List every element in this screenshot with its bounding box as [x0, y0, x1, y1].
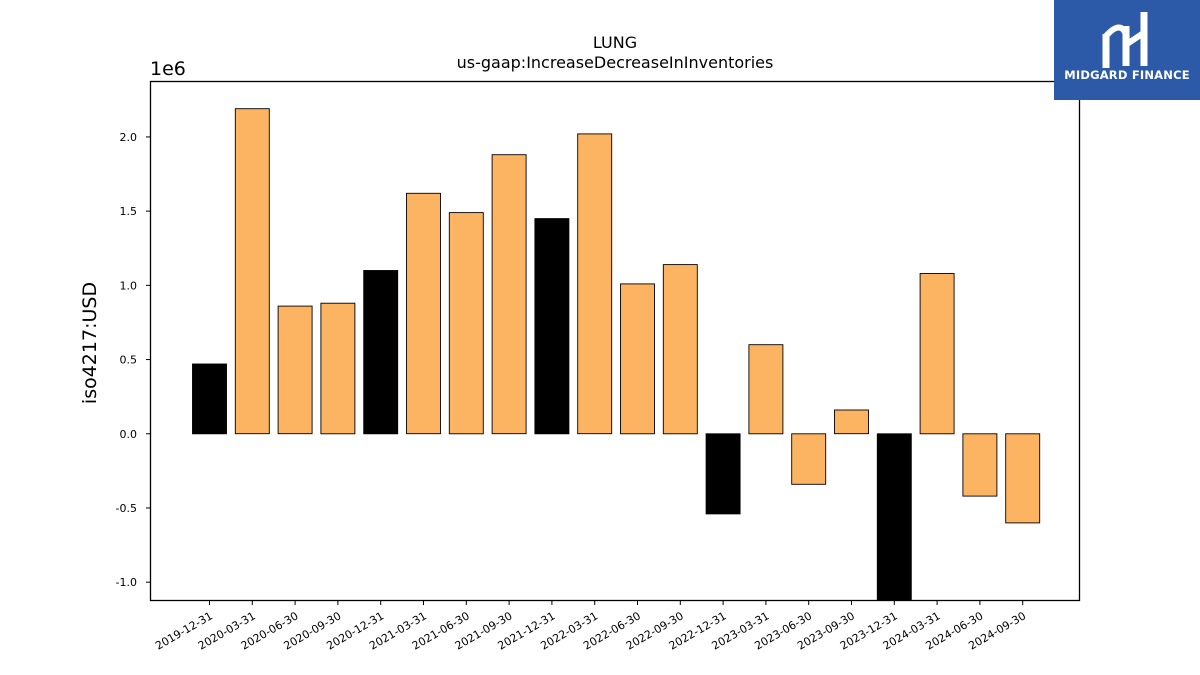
bar-2021-03-31	[406, 192, 441, 435]
bars	[192, 108, 1041, 601]
y-tick-label: 1.0	[120, 279, 138, 292]
midgard-finance-logo: MIDGARD FINANCE	[1054, 0, 1200, 100]
bar-2024-03-31	[919, 273, 955, 435]
plot-frame	[149, 80, 1081, 602]
bar-2021-06-30	[448, 212, 484, 435]
bar-2021-12-31	[534, 218, 570, 435]
bar-2020-12-31	[363, 270, 399, 435]
bar-2023-06-30	[791, 433, 827, 485]
bar-2022-06-30	[620, 283, 655, 435]
y-tick-label: 0.5	[120, 354, 138, 367]
y-tick-label: -0.5	[116, 502, 137, 515]
bar-2024-06-30	[962, 433, 998, 497]
chart-title: LUNG	[593, 33, 637, 52]
bar-2023-09-30	[834, 409, 869, 435]
y-axis-ticks: -1.0 -0.5 0.0 0.5 1.0 1.5 2.0	[116, 131, 151, 589]
y-tick-label: -1.0	[116, 576, 137, 589]
midgard-logo-icon	[1102, 12, 1148, 68]
y-tick-label: 2.0	[120, 131, 138, 144]
bar-2020-06-30	[277, 305, 313, 435]
y-offset-label: 1e6	[150, 58, 186, 80]
bar-2024-09-30	[1005, 433, 1041, 524]
y-tick-label: 1.5	[120, 205, 138, 218]
bar-2022-09-30	[662, 264, 698, 435]
chart-subtitle: us-gaap:IncreaseDecreaseInInventories	[457, 53, 774, 72]
bar-2019-12-31	[192, 363, 227, 435]
bar-2021-09-30	[491, 154, 527, 435]
bar-2022-12-31	[705, 433, 741, 515]
bar-2022-03-31	[577, 133, 613, 435]
bar-2020-03-31	[234, 108, 270, 435]
y-tick-label: 0.0	[120, 428, 138, 441]
bar-2023-03-31	[748, 344, 784, 435]
x-axis-ticks: 2019-12-312020-03-312020-06-302020-09-30…	[153, 600, 1028, 653]
y-axis-label: iso4217:USD	[79, 282, 101, 404]
bar-2023-12-31	[876, 433, 912, 601]
bar-2020-09-30	[320, 302, 356, 435]
logo-text: MIDGARD FINANCE	[1064, 68, 1190, 82]
